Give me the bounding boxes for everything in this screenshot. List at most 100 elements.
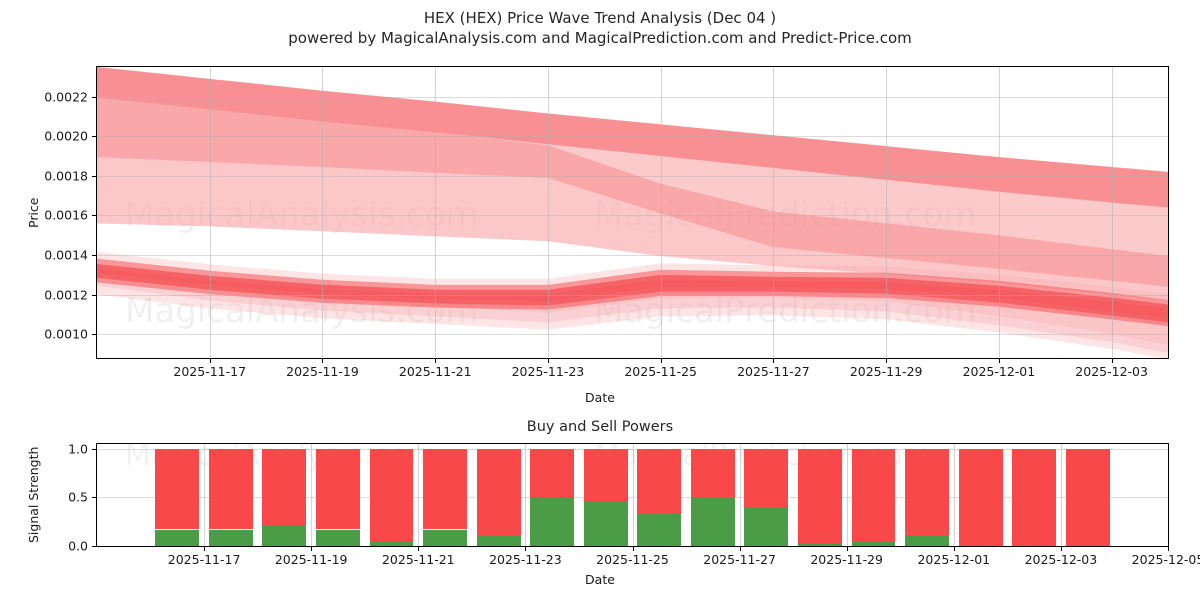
buy-power-bar[interactable] <box>797 543 842 546</box>
sell-power-bar[interactable] <box>690 448 735 498</box>
price-y-tick-label: 0.0012 <box>44 287 88 303</box>
price-y-tick-label: 0.0018 <box>44 168 88 184</box>
power-gridline-v <box>1168 444 1169 546</box>
buy-power-bar[interactable] <box>316 529 360 546</box>
price-wave-chart: MagicalAnalysis.com MagicalPrediction.co… <box>96 66 1169 359</box>
power-x-tick-label: 2025-11-25 <box>596 552 669 567</box>
sell-power-bar[interactable] <box>637 448 682 514</box>
sell-power-bar[interactable] <box>262 448 307 525</box>
price-y-tick-label: 0.0010 <box>44 326 88 342</box>
power-x-tick-mark <box>311 547 313 551</box>
band-upper-dark <box>97 67 1168 208</box>
buy-power-bar[interactable] <box>155 529 200 546</box>
buy-power-bar[interactable] <box>369 542 414 546</box>
price-gridline-h <box>97 215 1168 217</box>
sell-power-bar[interactable] <box>958 448 1003 546</box>
power-x-axis-label: Date <box>585 572 615 587</box>
sell-power-bar[interactable] <box>208 448 253 530</box>
price-gridline-h <box>97 96 1168 98</box>
power-x-tick-label: 2025-12-05 <box>1131 552 1200 567</box>
price-gridline-h <box>97 294 1168 296</box>
power-gridline-v <box>311 444 313 546</box>
price-y-tick-label: 0.0022 <box>44 89 88 105</box>
buy-power-bar[interactable] <box>583 502 628 546</box>
price-x-tick-mark <box>886 359 888 363</box>
sell-power-bar[interactable] <box>423 448 468 530</box>
buy-power-bar[interactable] <box>423 529 468 546</box>
power-x-tick-label: 2025-11-21 <box>381 552 455 567</box>
buy-power-bar[interactable] <box>690 497 735 546</box>
power-y-tick-mark <box>92 497 96 499</box>
sell-power-bar[interactable] <box>476 448 521 536</box>
power-y-tick-mark <box>92 448 96 450</box>
power-x-tick-label: 2025-12-03 <box>1024 552 1098 567</box>
price-y-tick-label: 0.0016 <box>44 207 88 223</box>
buy-power-bar[interactable] <box>744 508 789 546</box>
power-gridline-v <box>525 444 527 546</box>
price-x-tick-mark <box>773 359 775 363</box>
price-x-tick-mark <box>1111 359 1113 363</box>
power-x-tick-mark <box>739 547 741 551</box>
price-band-svg <box>97 67 1168 358</box>
price-gridline-h <box>97 136 1168 138</box>
sell-power-bar[interactable] <box>583 448 628 503</box>
price-x-tick-label: 2025-11-29 <box>849 364 923 379</box>
buy-power-bar[interactable] <box>530 497 575 546</box>
price-y-axis-label: Price <box>26 197 41 229</box>
buy-power-bar[interactable] <box>476 535 521 546</box>
price-x-tick-label: 2025-11-19 <box>286 364 359 379</box>
buy-power-bar[interactable] <box>905 535 949 546</box>
price-x-tick-mark <box>998 359 1000 363</box>
sell-power-bar[interactable] <box>530 448 575 498</box>
wave-core-dark-c <box>97 268 1168 327</box>
price-x-tick-mark <box>660 359 662 363</box>
price-y-tick-mark <box>92 175 96 177</box>
price-gridline-v <box>773 67 775 358</box>
price-gridline-h <box>97 334 1168 336</box>
price-x-axis-label: Date <box>585 390 615 405</box>
power-gridline-v <box>953 444 955 546</box>
sell-power-bar[interactable] <box>1012 448 1057 546</box>
page-title: HEX (HEX) Price Wave Trend Analysis (Dec… <box>423 9 777 27</box>
band-mid-light <box>97 94 1168 301</box>
price-y-tick-label: 0.0020 <box>44 128 88 144</box>
buy-power-bar[interactable] <box>208 529 253 546</box>
buy-power-bar[interactable] <box>851 542 896 546</box>
price-y-tick-mark <box>92 334 96 336</box>
sell-power-bar[interactable] <box>1065 448 1110 546</box>
price-x-tick-label: 2025-11-21 <box>398 364 472 379</box>
sell-power-bar[interactable] <box>316 448 360 530</box>
price-x-tick-label: 2025-11-23 <box>511 364 585 379</box>
sell-power-bar[interactable] <box>155 448 200 530</box>
power-gridline-v <box>846 444 848 546</box>
band-mid-dark <box>97 94 1168 287</box>
sell-power-bar[interactable] <box>744 448 789 509</box>
page-subtitle: powered by MagicalAnalysis.com and Magic… <box>288 29 912 47</box>
sell-power-bar[interactable] <box>797 448 842 544</box>
power-x-tick-mark <box>418 547 420 551</box>
buy-power-bar[interactable] <box>637 513 682 546</box>
sell-power-bar[interactable] <box>369 448 414 543</box>
price-gridline-v <box>435 67 437 358</box>
price-gridline-h <box>97 255 1168 257</box>
power-x-tick-mark <box>953 547 955 551</box>
price-gridline-v <box>660 67 662 358</box>
power-x-tick-label: 2025-12-01 <box>917 552 991 567</box>
power-y-tick-mark <box>92 546 96 547</box>
price-y-tick-mark <box>92 136 96 138</box>
price-gridline-v <box>1111 67 1113 358</box>
power-x-tick-mark <box>846 547 848 551</box>
power-y-axis-label: Signal Strength <box>26 446 41 543</box>
price-gridline-v <box>886 67 888 358</box>
buy-power-bar[interactable] <box>262 524 307 546</box>
price-gridline-h <box>97 175 1168 177</box>
power-gridline-v <box>418 444 420 546</box>
price-x-tick-label: 2025-11-17 <box>173 364 247 379</box>
price-gridline-v <box>547 67 549 358</box>
price-y-tick-mark <box>92 96 96 98</box>
sell-power-bar[interactable] <box>905 448 949 536</box>
sell-power-bar[interactable] <box>851 448 896 543</box>
power-x-tick-mark <box>525 547 527 551</box>
band-upper-light <box>97 94 1168 257</box>
